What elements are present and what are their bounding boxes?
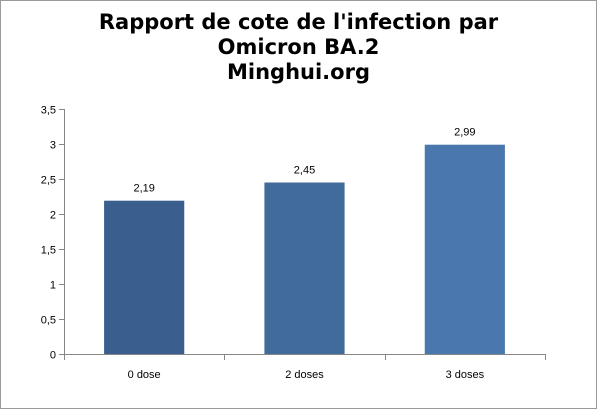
bar (104, 200, 185, 354)
y-tick-label: 0,5 (41, 315, 56, 327)
y-tick-label: 2 (50, 210, 56, 222)
x-category-label: 0 dose (128, 369, 161, 381)
bars: 2,19 2,45 2,99 (104, 127, 505, 354)
y-tick-label: 2,5 (41, 175, 56, 187)
bar (424, 144, 505, 354)
chart-title-line-2: Omicron BA.2 (217, 35, 380, 59)
y-tick-label: 0 (50, 350, 56, 362)
x-category-label: 2 doses (285, 369, 324, 381)
y-tick-label: 1 (50, 280, 56, 292)
bar (264, 182, 345, 354)
y-tick-label: 1,5 (41, 245, 56, 257)
bar-value-label: 2,19 (133, 183, 154, 195)
y-tick-label: 3,5 (41, 105, 56, 117)
x-axis: 0 dose 2 doses 3 doses (64, 354, 546, 381)
bar-value-label: 2,45 (294, 165, 315, 177)
chart-title: Rapport de cote de l'infection par Omicr… (0, 10, 597, 85)
x-category-label: 3 doses (446, 369, 485, 381)
chart-title-line-1: Rapport de cote de l'infection par (98, 10, 499, 34)
bar-value-label: 2,99 (454, 127, 475, 139)
y-axis: 0 0,5 1 1,5 2 2,5 3 3,5 (41, 105, 65, 362)
chart-title-line-3: Minghui.org (227, 60, 370, 84)
y-tick-label: 3 (50, 140, 56, 152)
